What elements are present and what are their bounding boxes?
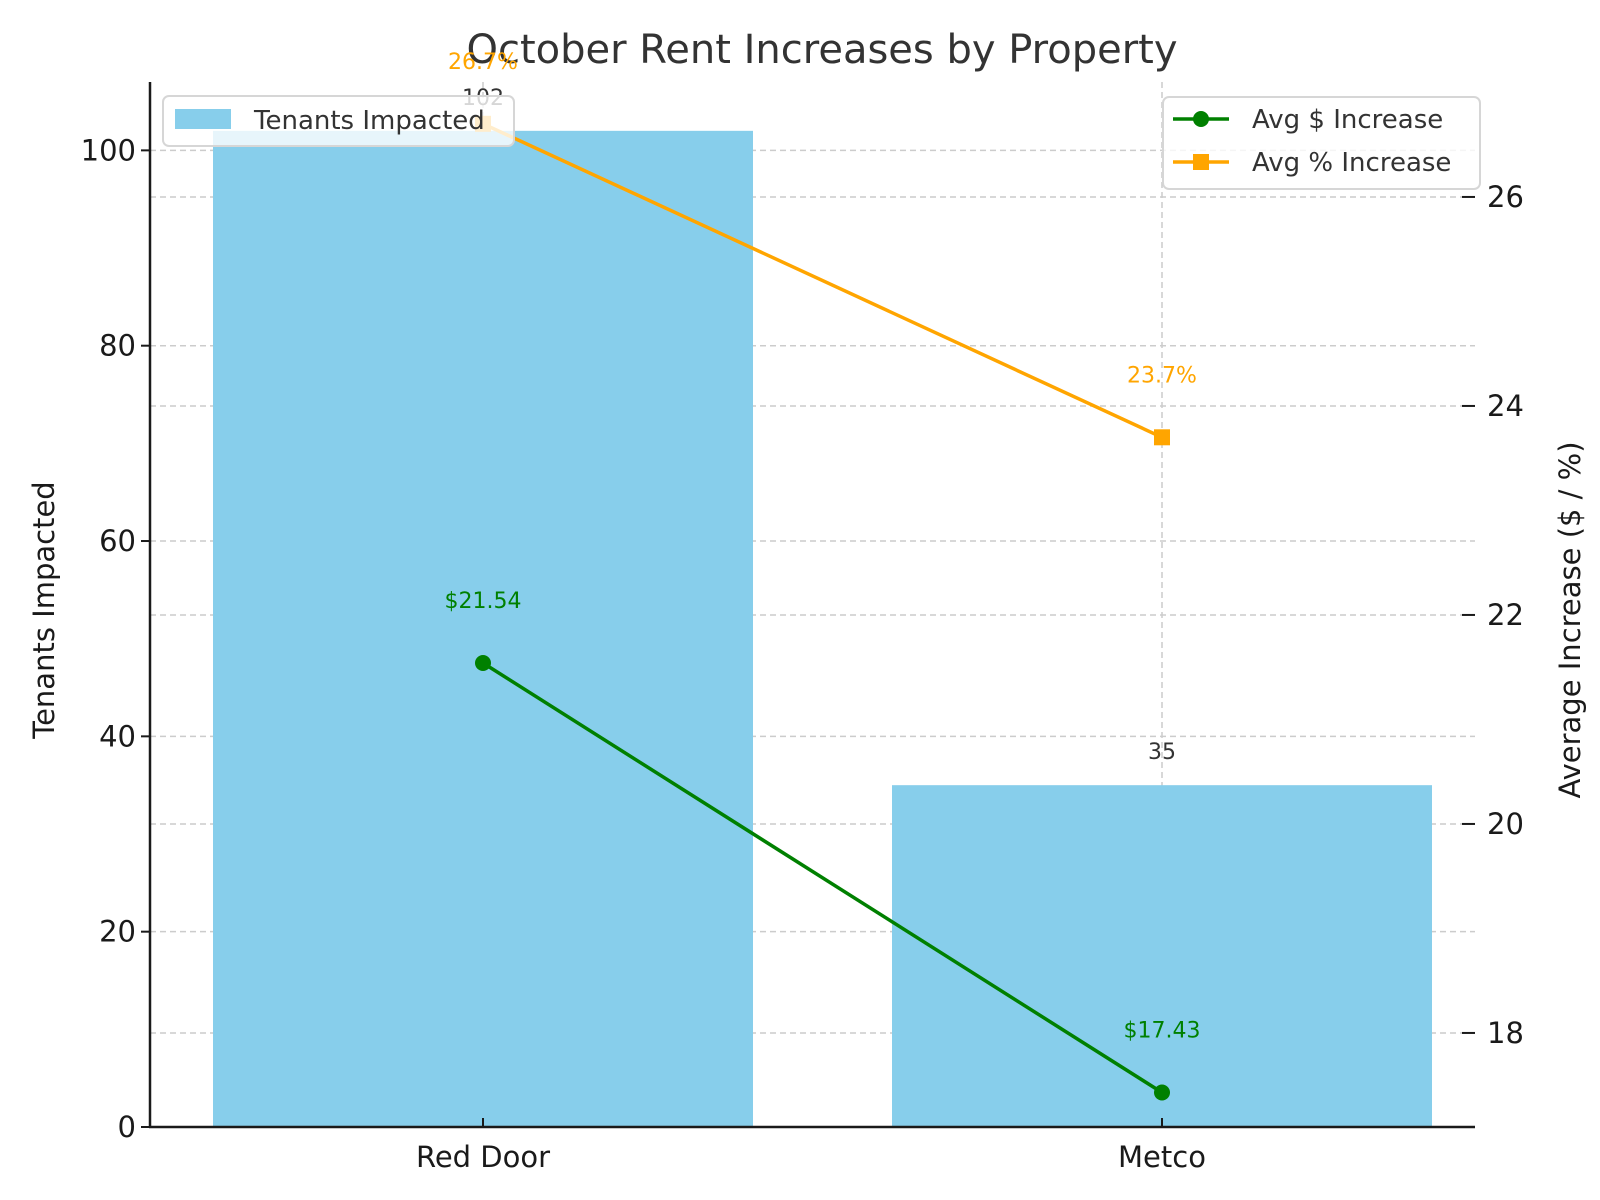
marker-circle[interactable] — [1154, 1084, 1170, 1101]
y-tick-label-left: 100 — [81, 133, 136, 167]
legend-swatch-bar — [175, 109, 231, 129]
axes: 0 20 40 60 80 100 18 20 22 24 26 Red Door Metco — [81, 82, 1524, 1174]
bar-value-label: 35 — [1148, 740, 1176, 765]
y-axis-right-label: Average Increase ($ / %) — [1553, 441, 1587, 798]
legend-lines: Avg $ Increase Avg % Increase — [1162, 96, 1481, 190]
y-tick-label-right: 20 — [1487, 807, 1524, 841]
legend-marker-square — [1193, 154, 1209, 170]
y-tick-label-left: 40 — [99, 719, 136, 753]
y-tick-label-right: 22 — [1487, 598, 1524, 632]
legend-label: Avg $ Increase — [1252, 105, 1443, 135]
line-value-label: $21.54 — [445, 589, 522, 614]
y-tick-label-right: 18 — [1487, 1016, 1524, 1050]
line-avg-increase — [482, 122, 1163, 439]
x-tick-label: Metco — [1118, 1140, 1206, 1174]
y-tick-label-right: 26 — [1487, 180, 1524, 214]
line-value-label: 23.7% — [1127, 363, 1197, 388]
legend-bars: Tenants Impacted — [162, 95, 515, 147]
y-tick-label-left: 20 — [99, 915, 136, 949]
bar-metco[interactable] — [892, 785, 1432, 1127]
legend-box — [1162, 96, 1481, 190]
y-tick-label-left: 80 — [99, 329, 136, 363]
marker-circle[interactable] — [475, 655, 491, 672]
marker-square[interactable] — [1154, 429, 1170, 446]
line-value-label: 26.7% — [448, 50, 518, 75]
line-avg-increase — [482, 661, 1163, 1094]
line-value-label: $17.43 — [1124, 1019, 1201, 1044]
bars — [213, 130, 1432, 1127]
bar-red-door[interactable] — [213, 130, 753, 1127]
chart-title: October Rent Increases by Property — [466, 27, 1177, 73]
legend-label: Tenants Impacted — [253, 106, 485, 136]
x-tick-label: Red Door — [416, 1140, 550, 1174]
y-tick-label-right: 24 — [1487, 389, 1524, 423]
legend-marker-circle — [1193, 111, 1209, 127]
y-tick-label-left: 0 — [118, 1110, 136, 1144]
y-axis-left-label: Tenants Impacted — [27, 481, 61, 739]
legend-label: Avg % Increase — [1252, 148, 1451, 178]
legend-box — [162, 95, 515, 147]
y-tick-label-left: 60 — [99, 524, 136, 558]
